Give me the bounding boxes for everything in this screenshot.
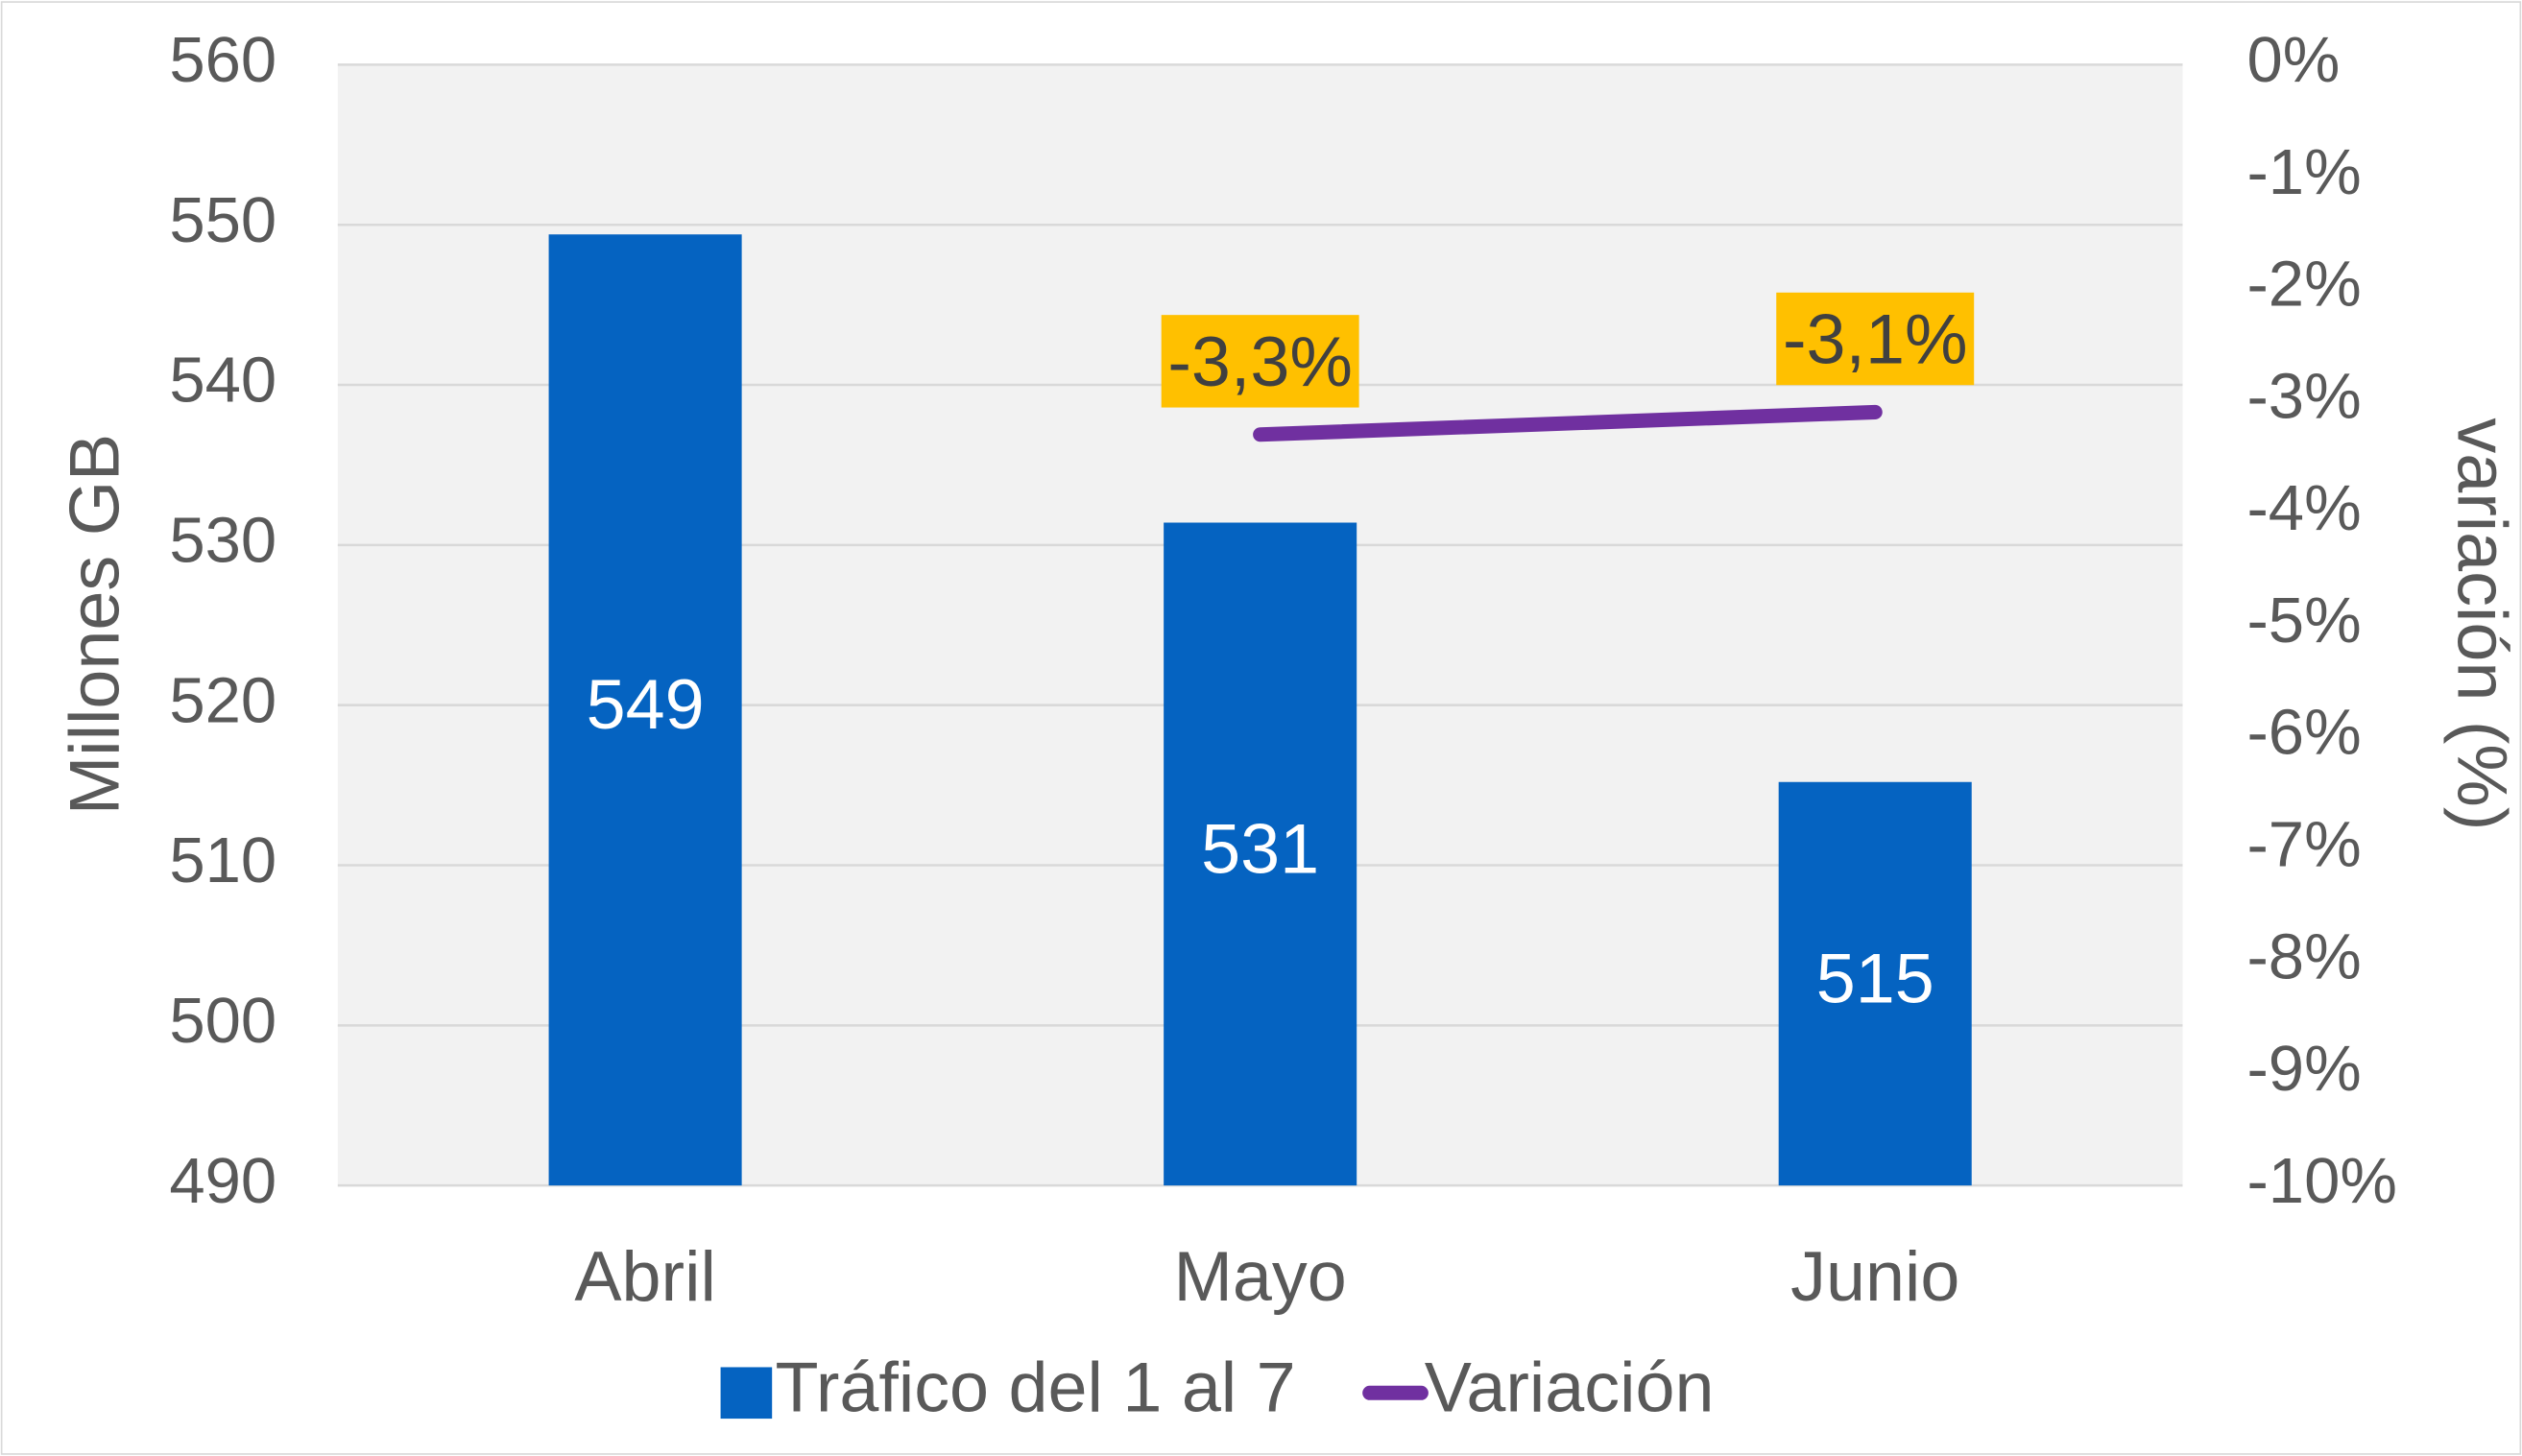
bar-value-label: 531 xyxy=(1201,808,1319,888)
legend-swatch xyxy=(720,1367,773,1420)
y2-tick-label: -7% xyxy=(2247,809,2362,881)
data-label-box xyxy=(1776,292,1975,386)
y2-tick-label: -1% xyxy=(2247,136,2362,208)
x-tick-label: Mayo xyxy=(1174,1236,1347,1316)
bar-value-label: 549 xyxy=(587,664,705,744)
y2-tick-label: -8% xyxy=(2247,920,2362,992)
y-tick-label: 490 xyxy=(169,1145,276,1217)
legend-label: Variación xyxy=(1425,1348,1715,1427)
y2-tick-label: -6% xyxy=(2247,697,2362,769)
bar xyxy=(1164,522,1357,1186)
y-tick-label: 560 xyxy=(169,24,276,96)
line-value-label: -3,1% xyxy=(1783,299,1968,379)
bar-value-label: 515 xyxy=(1816,938,1934,1017)
y-tick-label: 520 xyxy=(169,664,276,736)
y-tick-label: 540 xyxy=(169,345,276,417)
line-value-label: -3,3% xyxy=(1167,322,1353,401)
bar xyxy=(1778,781,1972,1186)
y2-tick-label: -5% xyxy=(2247,585,2362,656)
y2-tick-label: 0% xyxy=(2247,24,2341,96)
y-tick-label: 510 xyxy=(169,824,276,896)
y2-tick-label: -3% xyxy=(2247,360,2362,432)
x-tick-label: Junio xyxy=(1790,1236,1959,1316)
x-tick-label: Abril xyxy=(574,1236,715,1316)
y-tick-label: 550 xyxy=(169,184,276,256)
bar xyxy=(548,234,742,1186)
y-tick-label: 530 xyxy=(169,505,276,577)
y2-tick-label: -2% xyxy=(2247,249,2362,321)
y2-tick-label: -10% xyxy=(2247,1145,2397,1217)
y2-tick-label: -4% xyxy=(2247,472,2362,544)
y2-axis-title: variación (%) xyxy=(2443,418,2522,830)
data-label-box xyxy=(1161,315,1359,408)
y-axis-title: Millones GB xyxy=(54,434,133,815)
line xyxy=(1253,404,1883,442)
y2-tick-label: -9% xyxy=(2247,1033,2362,1105)
y-tick-label: 500 xyxy=(169,985,276,1057)
legend-label: Tráfico del 1 al 7 xyxy=(776,1348,1296,1427)
